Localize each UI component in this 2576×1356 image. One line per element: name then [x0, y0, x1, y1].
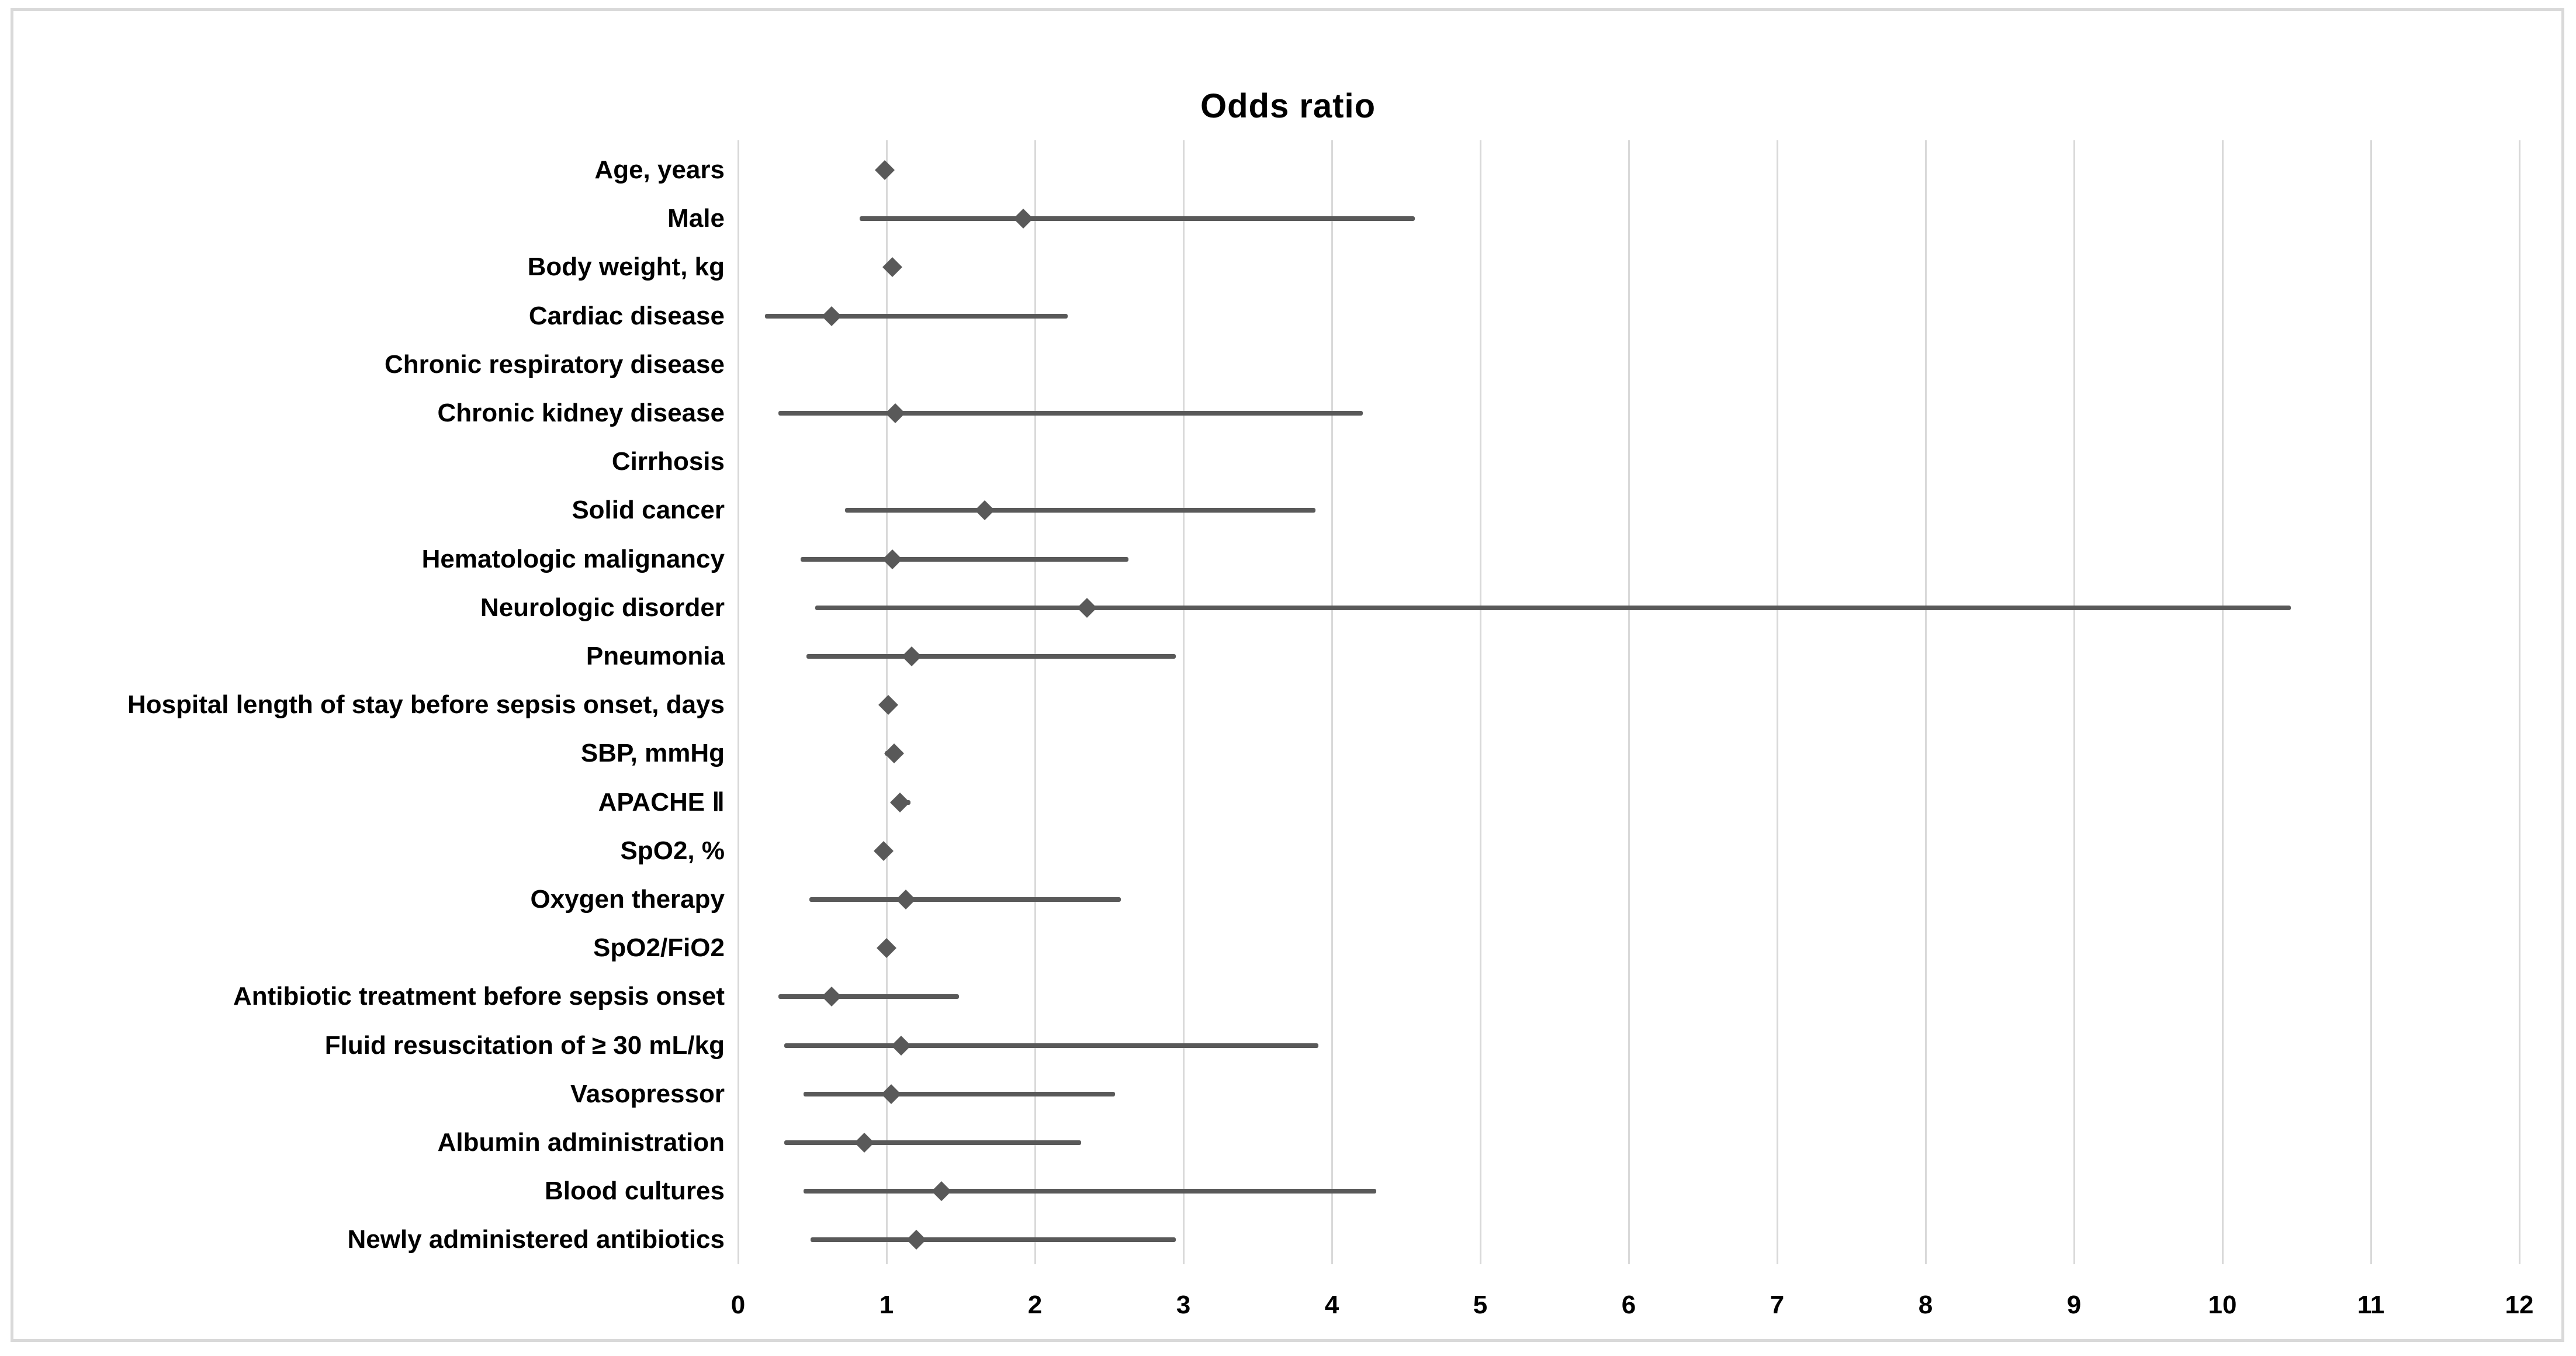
gridline: [1924, 140, 1927, 1264]
row-label: Fluid resuscitation of ≥ 30 mL/kg: [324, 1030, 725, 1060]
ci-line: [784, 1140, 1081, 1145]
or-diamond: [931, 1181, 951, 1202]
or-diamond: [877, 938, 896, 959]
chart-title: Odds ratio: [1200, 87, 1376, 125]
row-label: Cirrhosis: [611, 447, 725, 476]
row-label: Antibiotic treatment before sepsis onset: [233, 982, 725, 1011]
ci-line: [809, 897, 1121, 902]
or-diamond: [1076, 597, 1097, 618]
gridline: [1479, 140, 1481, 1264]
gridline: [737, 140, 739, 1264]
x-tick-label: 0: [730, 1291, 746, 1319]
or-diamond: [974, 500, 995, 521]
row-label: APACHE Ⅱ: [598, 787, 725, 817]
gridline: [2370, 140, 2372, 1264]
ci-line: [800, 556, 1128, 562]
row-label: Age, years: [594, 155, 725, 184]
row-label: Solid cancer: [572, 496, 725, 525]
or-diamond: [822, 306, 842, 326]
or-diamond: [1013, 209, 1033, 229]
or-diamond: [889, 792, 910, 812]
or-diamond: [822, 987, 842, 1007]
figure-border: [11, 8, 2564, 1342]
or-diamond: [906, 1230, 926, 1250]
x-tick-label: 3: [1176, 1291, 1191, 1319]
x-tick-label: 6: [1621, 1291, 1636, 1319]
ci-line: [815, 605, 2291, 610]
ci-line: [778, 994, 960, 999]
x-tick-label: 5: [1473, 1291, 1488, 1319]
gridline: [2221, 140, 2224, 1264]
x-tick-label: 11: [2357, 1291, 2385, 1319]
gridline: [1182, 140, 1185, 1264]
ci-line: [784, 1043, 1319, 1048]
gridline: [1628, 140, 1630, 1264]
row-label: Neurologic disorder: [480, 593, 725, 622]
x-tick-label: 4: [1324, 1291, 1339, 1319]
ci-line: [778, 411, 1363, 416]
ci-line: [806, 654, 1176, 659]
or-diamond: [885, 403, 906, 423]
ci-line: [803, 1189, 1377, 1194]
x-tick-label: 2: [1027, 1291, 1043, 1319]
or-diamond: [878, 695, 898, 715]
row-label: Hospital length of stay before sepsis on…: [127, 690, 725, 719]
row-label: Cardiac disease: [528, 301, 725, 330]
x-tick-label: 12: [2505, 1291, 2534, 1319]
gridline: [1331, 140, 1333, 1264]
row-label: Body weight, kg: [527, 252, 725, 282]
or-diamond: [854, 1133, 874, 1153]
row-label: SpO2/FiO2: [593, 933, 725, 963]
row-label: Vasopressor: [570, 1079, 725, 1108]
row-label: Chronic kidney disease: [437, 399, 725, 427]
gridline: [2518, 140, 2520, 1264]
gridline: [1776, 140, 1778, 1264]
x-tick-label: 7: [1770, 1291, 1785, 1319]
or-diamond: [873, 840, 894, 861]
gridline: [1034, 140, 1036, 1264]
ci-line: [764, 313, 1068, 319]
plot-area: 0 1 2 3 4 5 6 7 8 9 10 11 12: [731, 140, 2533, 1319]
or-diamond: [896, 890, 916, 909]
ci-line: [811, 1237, 1176, 1243]
row-label: Oxygen therapy: [530, 885, 725, 914]
gridline: [2073, 140, 2075, 1264]
row-label: Newly administered antibiotics: [347, 1225, 725, 1254]
or-diamond: [875, 160, 895, 180]
or-diamond: [891, 1035, 912, 1056]
row-label: Pneumonia: [586, 642, 725, 670]
x-tick-label: 1: [879, 1291, 894, 1319]
ci-line: [803, 1091, 1116, 1096]
row-label: Hematologic malignancy: [421, 544, 725, 573]
row-label: Chronic respiratory disease: [384, 350, 725, 379]
x-tick-label: 9: [2066, 1291, 2082, 1319]
or-diamond: [902, 646, 922, 666]
row-label: SpO2, %: [620, 836, 725, 865]
row-label: Male: [667, 204, 725, 233]
row-label: Blood cultures: [544, 1177, 725, 1206]
x-tick-label: 10: [2208, 1291, 2237, 1319]
or-diamond: [881, 1084, 901, 1104]
row-label: Albumin administration: [437, 1128, 725, 1157]
ci-line: [860, 216, 1415, 222]
ci-line: [844, 508, 1316, 513]
x-tick-label: 8: [1918, 1291, 1933, 1319]
row-label: SBP, mmHg: [580, 739, 725, 768]
